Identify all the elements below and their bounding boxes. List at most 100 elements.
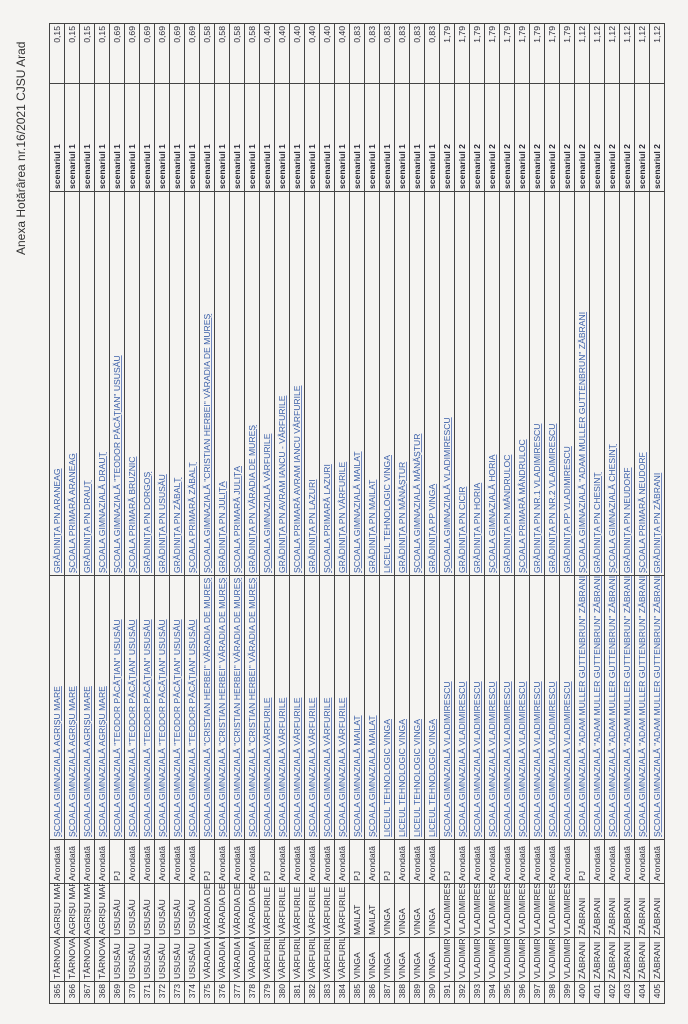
school-unit-cell: ȘCOALA GIMNAZIALĂ VÂRFURILE	[334, 575, 350, 840]
type-cell: PJ	[379, 839, 395, 884]
rate-cell: 0,40	[259, 23, 275, 84]
row-number-cell: 396	[514, 981, 530, 1004]
rate-cell: 1,12	[634, 23, 650, 84]
row-number-cell: 401	[589, 981, 605, 1004]
scenario-cell: scenariul 1	[49, 83, 65, 192]
row-number-cell: 389	[409, 981, 425, 1004]
table-row: 400 ZĂBRANI ZĂBRANI PJ ȘCOALA GIMNAZIALĂ "AD…	[574, 23, 590, 1004]
row-number-cell: 385	[349, 981, 365, 1004]
school-unit-cell: ȘCOALA GIMNAZIALĂ VLADIMIRESCU	[469, 575, 485, 840]
rate-cell: 0,83	[349, 23, 365, 84]
row-number-cell: 383	[319, 981, 335, 1004]
locality-cell: VĂRADIA DE MUREȘ	[244, 937, 260, 982]
locality-cell: VLADIMIRESCU	[469, 937, 485, 982]
locality-cell: VLADIMIRESCU	[439, 937, 455, 982]
structure-cell: GRĂDINIȚA PN USUSĂU	[154, 191, 170, 576]
uat-cell: VĂRADIA DE MUREȘ	[214, 883, 230, 938]
structure-cell: ȘCOALA GIMNAZIALĂ VÂRFURILE	[259, 191, 275, 576]
scenario-cell: scenariul 1	[289, 83, 305, 192]
scenario-cell: scenariul 1	[154, 83, 170, 192]
locality-cell: USUSĂU	[169, 937, 185, 982]
uat-cell: USUSĂU	[109, 883, 125, 938]
type-cell: PJ	[574, 839, 590, 884]
scenario-cell: scenariul 2	[439, 83, 455, 192]
school-unit-cell: ȘCOALA GIMNAZIALĂ VÂRFURILE	[259, 575, 275, 840]
type-cell: Arondată	[604, 839, 620, 884]
type-cell: Arondată	[424, 839, 440, 884]
table-row: 390 VINGA VINGA Arondată LICEUL TEHNOLOGIC V…	[424, 23, 440, 1004]
locality-cell: TÂRNOVA	[49, 937, 65, 982]
row-number-cell: 380	[274, 981, 290, 1004]
row-number-cell: 367	[79, 981, 95, 1004]
rate-cell: 1,12	[619, 23, 635, 84]
table-row: 392 VLADIMIRESCU VLADIMIRESCU Arondată ȘCOAL…	[454, 23, 470, 1004]
type-cell: PJ	[439, 839, 455, 884]
school-unit-cell: LICEUL TEHNOLOGIC VINGA	[394, 575, 410, 840]
structure-cell: ȘCOALA GIMNAZIALĂ DRAUȚ	[94, 191, 110, 576]
type-cell: Arondată	[559, 839, 575, 884]
rate-cell: 0,40	[304, 23, 320, 84]
locality-cell: VLADIMIRESCU	[529, 937, 545, 982]
school-unit-cell: ȘCOALA GIMNAZIALĂ "ADAM MULLER GUTTENBRU…	[619, 575, 635, 840]
type-cell: Arondată	[484, 839, 500, 884]
rate-cell: 0,58	[214, 23, 230, 84]
uat-cell: MAILAT	[349, 883, 365, 938]
row-number-cell: 395	[499, 981, 515, 1004]
scenario-cell: scenariul 1	[259, 83, 275, 192]
scenario-cell: scenariul 1	[334, 83, 350, 192]
school-unit-cell: ȘCOALA GIMNAZIALĂ "TEODOR PĂCĂȚIAN" USUS…	[154, 575, 170, 840]
type-cell: Arondată	[499, 839, 515, 884]
uat-cell: AGRIȘU MARE	[94, 883, 110, 938]
type-cell: Arondată	[529, 839, 545, 884]
table-row: 365 TÂRNOVA AGRIȘU MARE Arondată ȘCOALA GIMN…	[49, 23, 65, 1004]
locality-cell: VLADIMIRESCU	[559, 937, 575, 982]
row-number-cell: 373	[169, 981, 185, 1004]
school-unit-cell: ȘCOALA GIMNAZIALĂ VÂRFURILE	[319, 575, 335, 840]
type-cell: Arondată	[319, 839, 335, 884]
uat-cell: USUSĂU	[124, 883, 140, 938]
locality-cell: VÂRFURILE	[289, 937, 305, 982]
school-unit-cell: ȘCOALA GIMNAZIALĂ VLADIMIRESCU	[484, 575, 500, 840]
school-unit-cell: ȘCOALA GIMNAZIALĂ "TEODOR PĂCĂȚIAN" USUS…	[109, 575, 125, 840]
scenario-cell: scenariul 1	[214, 83, 230, 192]
uat-cell: AGRIȘU MARE	[49, 883, 65, 938]
scenario-cell: scenariul 1	[94, 83, 110, 192]
table-row: 371 USUSĂU USUSĂU Arondată ȘCOALA GIMNAZIALĂ…	[139, 23, 155, 1004]
rate-cell: 1,79	[469, 23, 485, 84]
scenario-cell: scenariul 1	[409, 83, 425, 192]
locality-cell: TÂRNOVA	[64, 937, 80, 982]
uat-cell: VLADIMIRESCU	[454, 883, 470, 938]
scenario-cell: scenariul 1	[394, 83, 410, 192]
structure-cell: GRĂDINIȚA PN VÂRFURILE	[334, 191, 350, 576]
structure-cell: GRĂDINIȚA PN NR.2 VLADIMIRESCU	[544, 191, 560, 576]
row-number-cell: 388	[394, 981, 410, 1004]
structure-cell: ȘCOALA PRIMARĂ ARANEAG	[64, 191, 80, 576]
school-unit-cell: ȘCOALA GIMNAZIALĂ VÂRFURILE	[274, 575, 290, 840]
scenario-cell: scenariul 2	[574, 83, 590, 192]
table-row: 388 VINGA VINGA Arondată LICEUL TEHNOLOGIC V…	[394, 23, 410, 1004]
locality-cell: ZĂBRANI	[634, 937, 650, 982]
row-number-cell: 375	[199, 981, 215, 1004]
uat-cell: VINGA	[394, 883, 410, 938]
school-unit-cell: ȘCOALA GIMNAZIALĂ "ADAM MULLER GUTTENBRU…	[604, 575, 620, 840]
row-number-cell: 379	[259, 981, 275, 1004]
school-unit-cell: ȘCOALA GIMNAZIALĂ VÂRFURILE	[304, 575, 320, 840]
school-unit-cell: ȘCOALA GIMNAZIALĂ "CRISTIAN HERBEI" VĂRA…	[229, 575, 245, 840]
type-cell: Arondată	[454, 839, 470, 884]
structure-cell: ȘCOALA PRIMARĂ NEUDORF	[634, 191, 650, 576]
table-row: 368 TÂRNOVA AGRIȘU MARE Arondată ȘCOALA GIMN…	[94, 23, 110, 1004]
uat-cell: VLADIMIRESCU	[469, 883, 485, 938]
type-cell: Arondată	[469, 839, 485, 884]
type-cell: Arondată	[64, 839, 80, 884]
table-row: 393 VLADIMIRESCU VLADIMIRESCU Arondată ȘCOAL…	[469, 23, 485, 1004]
table-row: 394 VLADIMIRESCU VLADIMIRESCU Arondată ȘCOAL…	[484, 23, 500, 1004]
table-row: 384 VÂRFURILE VÂRFURILE Arondată ȘCOALA GIMN…	[334, 23, 350, 1004]
row-number-cell: 381	[289, 981, 305, 1004]
structure-cell: LICEUL TEHNOLOGIC VINGA	[379, 191, 395, 576]
locality-cell: ZĂBRANI	[574, 937, 590, 982]
rate-cell: 0,40	[319, 23, 335, 84]
type-cell: Arondată	[364, 839, 380, 884]
table-row: 399 VLADIMIRESCU VLADIMIRESCU Arondată ȘCOAL…	[559, 23, 575, 1004]
school-unit-cell: ȘCOALA GIMNAZIALĂ "ADAM MULLER GUTTENBRU…	[589, 575, 605, 840]
